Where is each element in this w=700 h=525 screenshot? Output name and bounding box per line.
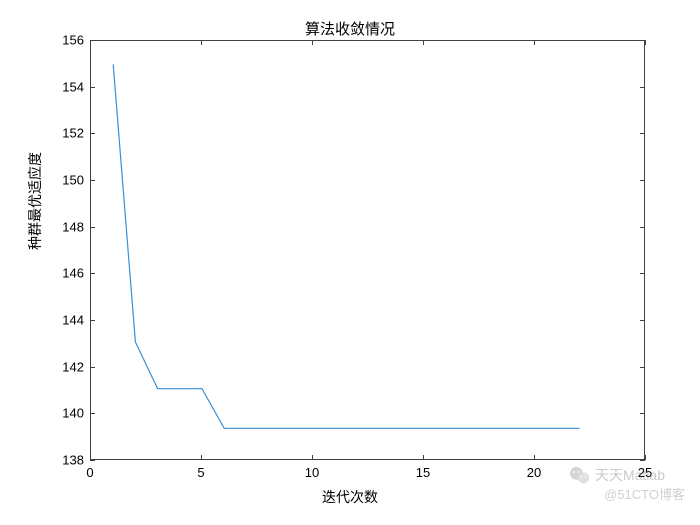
plot-area: [90, 40, 645, 460]
wechat-icon: [569, 466, 591, 484]
y-tick-label: 142: [44, 359, 84, 374]
y-tick-label: 144: [44, 313, 84, 328]
x-tick-label: 0: [86, 465, 93, 480]
y-tick-label: 138: [44, 453, 84, 468]
convergence-line: [91, 41, 644, 459]
y-tick-label: 146: [44, 266, 84, 281]
watermark-line2: @51CTO博客: [604, 484, 685, 503]
y-tick-label: 152: [44, 126, 84, 141]
y-tick-label: 154: [44, 79, 84, 94]
y-tick-label: 150: [44, 173, 84, 188]
watermark-line1: 天天Matlab: [569, 465, 665, 485]
x-axis-label: 迭代次数: [0, 487, 700, 507]
x-tick-label: 15: [416, 465, 430, 480]
y-tick-label: 140: [44, 406, 84, 421]
y-axis-label: 种群最优适应度: [25, 152, 45, 250]
y-tick-label: 148: [44, 219, 84, 234]
chart-title: 算法收敛情况: [0, 18, 700, 39]
y-tick-label: 156: [44, 33, 84, 48]
x-tick-label: 10: [305, 465, 319, 480]
x-tick-label: 20: [527, 465, 541, 480]
watermark-text-1: 天天Matlab: [595, 465, 665, 485]
x-tick-label: 5: [197, 465, 204, 480]
chart-container: 算法收敛情况 0510152025 1381401421441461481501…: [0, 0, 700, 525]
